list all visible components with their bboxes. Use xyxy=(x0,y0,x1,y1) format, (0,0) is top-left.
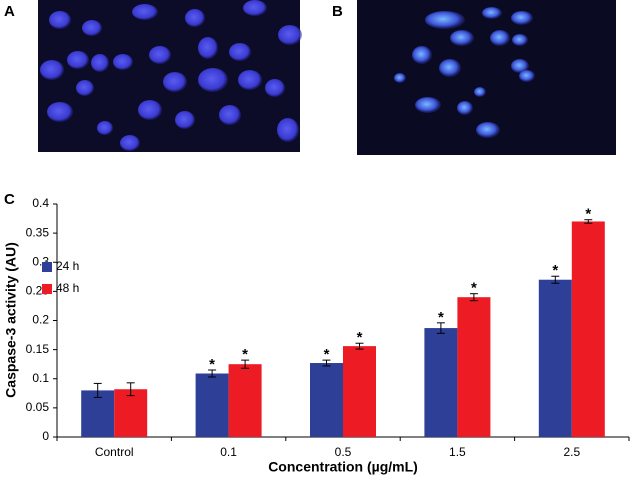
bar xyxy=(114,389,148,437)
bar xyxy=(424,328,458,437)
error-bar xyxy=(355,342,364,350)
y-tick-label: 0.4 xyxy=(32,196,49,210)
significance-marker: * xyxy=(357,329,363,346)
x-axis-label: Concentration (µg/mL) xyxy=(268,459,418,475)
bar xyxy=(195,373,229,437)
significance-marker: * xyxy=(585,206,591,223)
error-bar xyxy=(436,322,445,334)
bar xyxy=(81,390,115,437)
panel-label: C xyxy=(4,191,15,208)
error-bar xyxy=(551,275,560,284)
y-tick-label: 0 xyxy=(42,429,49,443)
x-tick-label: 0.1 xyxy=(220,445,237,459)
error-bar xyxy=(584,219,593,224)
error-bar xyxy=(322,359,331,367)
x-tick-label: 1.5 xyxy=(449,445,466,459)
x-tick-label: Control xyxy=(95,445,134,459)
error-bar xyxy=(469,293,478,302)
significance-marker: * xyxy=(209,356,215,373)
x-tick-label: 2.5 xyxy=(563,445,580,459)
significance-marker: * xyxy=(438,309,444,326)
y-tick-label: 0.15 xyxy=(26,342,50,356)
x-tick-label: 0.5 xyxy=(335,445,352,459)
y-tick-label: 0.05 xyxy=(26,400,50,414)
bar xyxy=(343,346,376,437)
y-tick-label: 0.35 xyxy=(26,225,50,239)
bar xyxy=(538,279,572,437)
error-bar xyxy=(126,382,135,397)
y-axis-label: Caspase-3 activity (AU) xyxy=(3,242,19,398)
legend-label: 24 h xyxy=(56,259,79,273)
y-tick-label: 0.2 xyxy=(32,313,49,327)
legend-swatch xyxy=(42,262,52,272)
significance-marker: * xyxy=(471,280,477,297)
bar xyxy=(228,364,262,437)
error-bar xyxy=(241,359,250,369)
panel-label: A xyxy=(4,3,15,20)
significance-marker: * xyxy=(242,346,248,363)
image-a xyxy=(38,0,302,152)
significance-marker: * xyxy=(324,346,330,363)
bar xyxy=(457,297,491,437)
error-bar xyxy=(208,369,217,378)
panel-label: B xyxy=(332,3,343,20)
image-b xyxy=(357,0,616,155)
legend-label: 48 h xyxy=(56,281,79,295)
bar xyxy=(310,363,343,437)
y-tick-label: 0.1 xyxy=(32,371,49,385)
bar xyxy=(571,221,605,437)
significance-marker: * xyxy=(552,262,558,279)
legend-swatch xyxy=(42,284,52,294)
error-bar xyxy=(93,382,102,398)
